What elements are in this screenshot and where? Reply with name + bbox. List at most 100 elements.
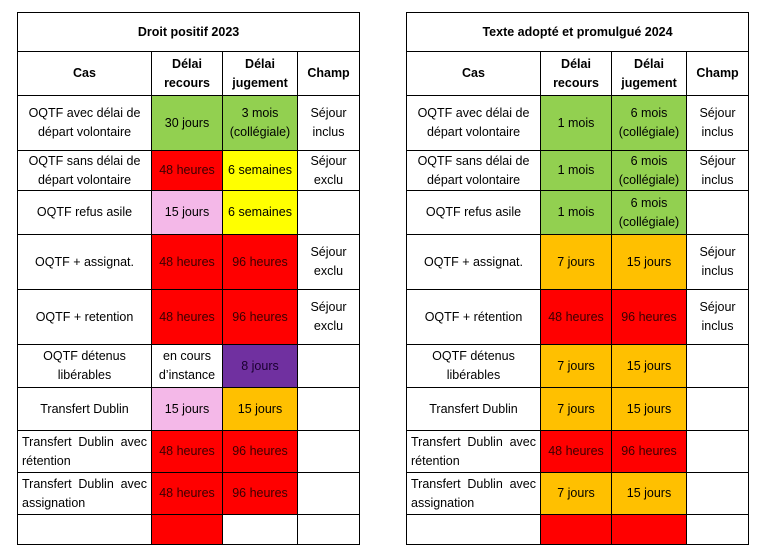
cell-cas-line: OQTF avec délai de <box>417 106 530 120</box>
cell-delai-recours-line: en cours <box>163 349 211 363</box>
table-row: OQTF sans délai de départ volontaire 1 moi… <box>406 150 750 191</box>
cell-delai-jugement: 6 mois (collégiale) <box>611 190 687 235</box>
cell-champ-line: inclus <box>701 264 734 278</box>
cell-delai-jugement: 96 heures <box>611 289 687 345</box>
table-row: Transfert Dublin 15 jours 15 jours <box>17 387 361 431</box>
cell-cas: Transfert Dublin <box>406 387 541 431</box>
cell-delai-recours: 7 jours <box>540 387 612 431</box>
cell-delai-recours: 48 heures <box>151 150 223 191</box>
cell-cas: OQTF + assignat. <box>17 234 152 290</box>
cell-delai-recours <box>540 514 612 545</box>
cell-champ <box>685 472 750 515</box>
cell-delai-jugement: 96 heures <box>222 472 298 515</box>
cell-delai-recours-line: 1 mois <box>557 205 595 219</box>
cell-delai-recours-line: 15 jours <box>164 205 210 219</box>
cell-champ <box>296 514 361 545</box>
cell-delai-jugement: 15 jours <box>611 344 687 388</box>
cell-delai-recours-line: 48 heures <box>159 486 215 500</box>
cell-delai-jugement-line: (collégiale) <box>618 125 680 139</box>
cell-champ-line: Séjour <box>310 153 347 168</box>
cell-delai-jugement-line: 15 jours <box>626 486 672 500</box>
cell-cas-line: OQTF sans délai de <box>417 153 530 168</box>
cell-delai-jugement-line: 96 heures <box>621 444 677 458</box>
cell-cas-line: OQTF refus asile <box>36 205 133 219</box>
cell-delai-jugement-line: 6 mois <box>630 153 668 168</box>
cell-delai-jugement-line: 15 jours <box>626 358 672 373</box>
cell-delai-recours-line: 48 heures <box>159 254 215 269</box>
cell-delai-jugement-line: 96 heures <box>621 309 677 324</box>
cell-delai-jugement: 15 jours <box>611 472 687 515</box>
cell-cas: OQTF avec délai de départ volontaire <box>406 95 541 151</box>
table-row: Transfert Dublin 7 jours 15 jours <box>406 387 750 431</box>
cell-champ <box>296 387 361 431</box>
cell-delai-jugement: 15 jours <box>611 234 687 290</box>
cell-cas: OQTF avec délai de départ volontaire <box>17 95 152 151</box>
cell-delai-jugement-line: 6 semaines <box>228 163 292 177</box>
table-row: Transfert Dublin avec assignation 48 heure… <box>17 472 361 515</box>
table-title: Texte adopté et promulgué 2024 <box>405 12 750 52</box>
cell-cas: OQTF + retention <box>17 289 152 345</box>
cell-champ-line: Séjour <box>699 300 736 314</box>
cell-champ: Séjour inclus <box>685 234 750 290</box>
cell-cas: Transfert Dublin avec assignation <box>17 472 152 515</box>
cell-delai-recours-line: d’instance <box>158 368 216 382</box>
cell-delai-recours: 48 heures <box>151 289 223 345</box>
cell-cas: Transfert Dublin avec rétention <box>17 430 152 473</box>
cell-champ-line: Séjour <box>699 153 736 168</box>
header-champ: Champ <box>296 51 361 96</box>
table-row: OQTF sans délai de départ volontaire 48 he… <box>17 150 361 191</box>
cell-cas: OQTF sans délai de départ volontaire <box>406 150 541 191</box>
cell-delai-jugement: 6 mois (collégiale) <box>611 150 687 191</box>
cell-delai-recours-line: 15 jours <box>164 401 210 416</box>
table-row: OQTF + assignat. 48 heures 96 heures Séjour… <box>17 234 361 290</box>
cell-cas: OQTF refus asile <box>406 190 541 235</box>
table-row: OQTF refus asile 15 jours 6 semaines <box>17 190 361 235</box>
cell-cas: OQTF refus asile <box>17 190 152 235</box>
cell-cas-line: OQTF + assignat. <box>424 254 523 269</box>
cell-delai-jugement: 15 jours <box>222 387 298 431</box>
cell-champ-line: Séjour <box>699 245 736 259</box>
cell-cas: Transfert Dublin avec assignation <box>406 472 541 515</box>
cell-champ <box>296 472 361 515</box>
cell-delai-recours-line: 48 heures <box>159 309 215 324</box>
cell-cas-line: OQTF refus asile <box>425 205 522 219</box>
cell-cas: Transfert Dublin avec rétention <box>406 430 541 473</box>
cell-delai-jugement: 96 heures <box>222 430 298 473</box>
cell-delai-recours-line: 7 jours <box>557 358 595 373</box>
cell-delai-recours: 48 heures <box>151 234 223 290</box>
cell-delai-jugement: 6 mois (collégiale) <box>611 95 687 151</box>
cell-champ: Séjour exclu <box>296 150 361 191</box>
table-row: OQTF détenus libérables 7 jours 15 jours <box>406 344 750 388</box>
cell-delai-jugement-line: 96 heures <box>232 444 288 458</box>
cell-champ-line: inclus <box>312 125 345 139</box>
cell-champ <box>685 387 750 431</box>
cell-cas-line: rétention <box>22 453 71 468</box>
cell-delai-recours-line: 48 heures <box>159 444 215 458</box>
cell-cas-line: Transfert Dublin avec <box>411 434 536 449</box>
cell-delai-recours-line: 48 heures <box>548 309 604 324</box>
table-texte-adopte-2024: Texte adopté et promulgué 2024 Cas Délai… <box>405 12 750 545</box>
cell-delai-jugement-line: 3 mois <box>241 106 279 120</box>
cell-champ: Séjour exclu <box>296 289 361 345</box>
table-row: OQTF détenus libérables en cours d’instance… <box>17 344 361 388</box>
cell-delai-recours-line: 48 heures <box>548 444 604 458</box>
cell-delai-jugement: 8 jours <box>222 344 298 388</box>
cell-champ: Séjour inclus <box>296 95 361 151</box>
cell-cas-line: Transfert Dublin avec <box>22 434 147 449</box>
cell-cas-line: assignation <box>22 495 86 510</box>
table-row: Transfert Dublin avec assignation 7 jours 1… <box>406 472 750 515</box>
header-delai-jugement: Délai jugement <box>222 51 298 96</box>
cell-delai-recours: 30 jours <box>151 95 223 151</box>
cell-delai-recours-line: 7 jours <box>557 401 595 416</box>
cell-delai-jugement-line: 6 mois <box>630 106 668 120</box>
header-delai-recours: Délai recours <box>540 51 612 96</box>
cell-delai-recours <box>151 514 223 545</box>
cell-cas-line: départ volontaire <box>426 172 521 187</box>
cell-cas-line: départ volontaire <box>37 172 132 187</box>
cell-delai-recours: 15 jours <box>151 387 223 431</box>
cell-delai-recours-line: 7 jours <box>557 254 595 269</box>
header-delai-jugement: Délai jugement <box>611 51 687 96</box>
cell-cas-line: OQTF avec délai de <box>28 106 141 120</box>
cell-delai-jugement-line: 15 jours <box>237 401 283 416</box>
cell-delai-jugement-line: (collégiale) <box>618 172 680 187</box>
